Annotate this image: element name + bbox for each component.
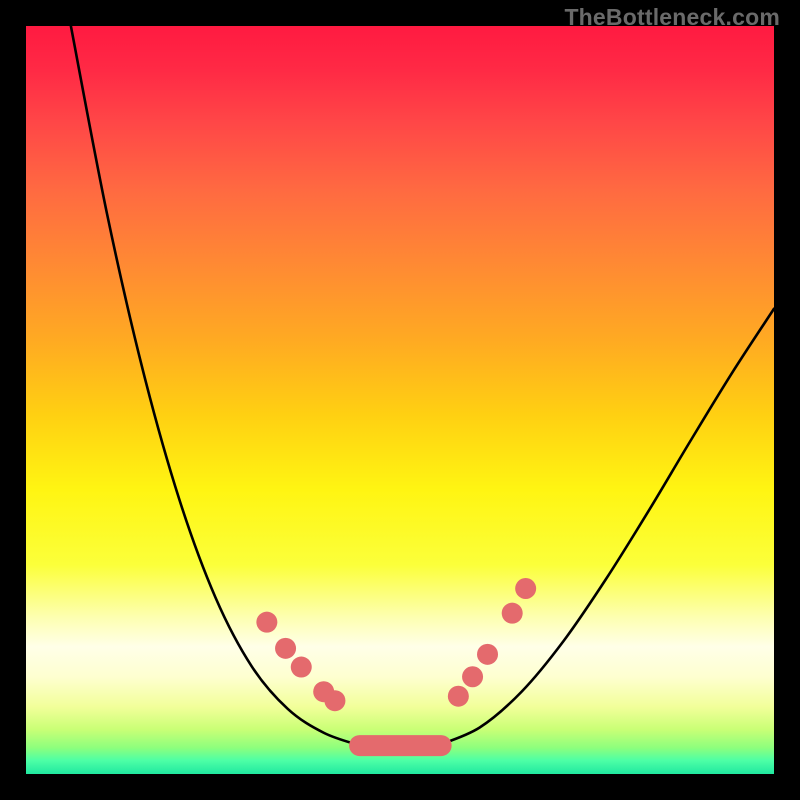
watermark-text: TheBottleneck.com (564, 4, 780, 31)
marker-right-2 (477, 644, 498, 665)
chart-stage: TheBottleneck.com (0, 0, 800, 800)
gradient-background (26, 26, 774, 774)
marker-right-1 (462, 666, 483, 687)
bottleneck-curve-chart (26, 26, 774, 774)
marker-left-2 (291, 657, 312, 678)
marker-right-3 (502, 603, 523, 624)
marker-right-4 (515, 578, 536, 599)
marker-left-0 (256, 612, 277, 633)
marker-floor-pill (349, 735, 452, 756)
marker-right-0 (448, 686, 469, 707)
marker-left-4 (324, 690, 345, 711)
marker-left-1 (275, 638, 296, 659)
